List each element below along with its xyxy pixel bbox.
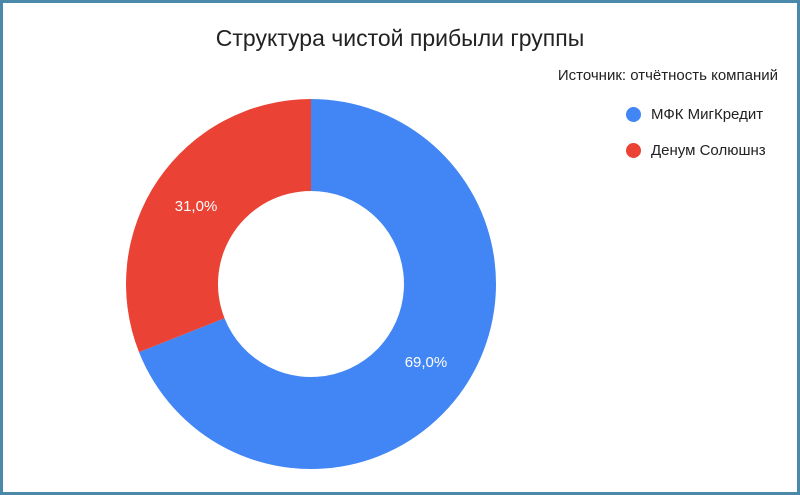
- slice-label-denum: 31,0%: [175, 198, 218, 215]
- legend-item-denum[interactable]: Денум Солюшнз: [626, 139, 766, 161]
- chart-subtitle: Источник: отчётность компаний: [557, 67, 778, 84]
- chart-title: Структура чистой прибыли группы: [215, 25, 585, 51]
- donut-chart: 69,0% 31,0%: [126, 99, 497, 470]
- legend-swatch-denum: [626, 142, 641, 158]
- legend-label-denum: Денум Солюшнз: [651, 141, 766, 159]
- legend-item-migkredit[interactable]: МФК МигКредит: [626, 103, 766, 125]
- legend-label-migkredit: МФК МигКредит: [651, 105, 764, 123]
- slice-migkredit[interactable]: [138, 99, 497, 470]
- legend-swatch-migkredit: [626, 106, 641, 122]
- slice-label-migkredit: 69,0%: [405, 354, 448, 371]
- slice-denum[interactable]: [126, 99, 312, 353]
- legend: МФК МигКредит Денум Солюшнз: [626, 103, 766, 175]
